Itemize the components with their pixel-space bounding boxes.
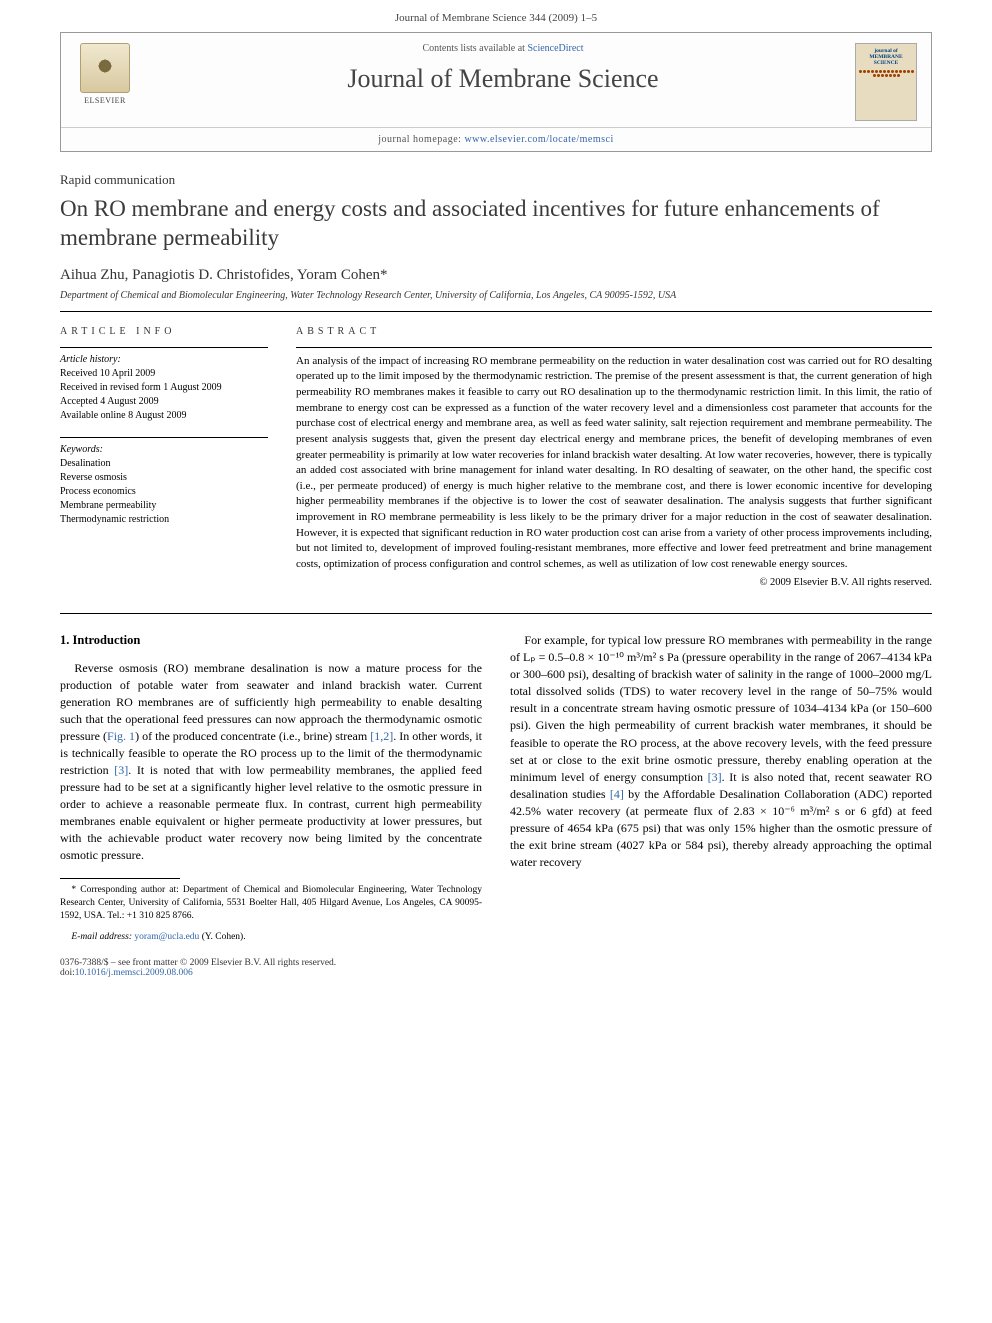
keyword: Process economics [60,485,268,499]
keyword: Reverse osmosis [60,471,268,485]
article-info-block: ARTICLE INFO Article history: Received 1… [60,326,268,591]
history-line: Available online 8 August 2009 [60,409,268,423]
publisher-logo: ELSEVIER [75,43,135,111]
footnote-block: * Corresponding author at: Department of… [60,878,482,943]
body-two-column: 1. Introduction Reverse osmosis (RO) mem… [60,632,932,943]
contents-prefix: Contents lists available at [422,43,527,54]
abstract-copyright: © 2009 Elsevier B.V. All rights reserved… [296,576,932,591]
article-content: Rapid communication On RO membrane and e… [0,172,992,944]
article-info-heading: ARTICLE INFO [60,326,268,337]
page-citation-header: Journal of Membrane Science 344 (2009) 1… [0,0,992,32]
reference-link[interactable]: [3] [114,763,128,777]
citation-text: Journal of Membrane Science 344 (2009) 1… [395,12,597,24]
body-paragraph: For example, for typical low pressure RO… [510,632,932,870]
keyword: Membrane permeability [60,499,268,513]
article-title: On RO membrane and energy costs and asso… [60,194,932,253]
abstract-text: An analysis of the impact of increasing … [296,347,932,591]
history-label: Article history: [60,354,268,365]
keyword: Thermodynamic restriction [60,513,268,527]
email-footnote: E-mail address: yoram@ucla.edu (Y. Cohen… [60,931,482,944]
divider [60,613,932,614]
abstract-block: ABSTRACT An analysis of the impact of in… [296,326,932,591]
page-footer: 0376-7388/$ – see front matter © 2009 El… [0,958,992,992]
keyword: Desalination [60,457,268,471]
divider [60,311,932,312]
journal-cover-thumbnail: journal of MEMBRANE SCIENCE [855,43,917,121]
journal-banner: ELSEVIER Contents lists available at Sci… [60,32,932,152]
journal-name: Journal of Membrane Science [151,64,855,94]
section-heading: 1. Introduction [60,632,482,650]
cover-dots-icon [858,70,914,77]
footer-copyright: 0376-7388/$ – see front matter © 2009 El… [60,958,932,968]
email-link[interactable]: yoram@ucla.edu [134,932,199,942]
history-line: Received 10 April 2009 [60,367,268,381]
keywords-label: Keywords: [60,444,268,455]
reference-link[interactable]: [4] [610,787,624,801]
footer-doi: doi:10.1016/j.memsci.2009.08.006 [60,968,932,978]
info-abstract-row: ARTICLE INFO Article history: Received 1… [60,326,932,591]
body-paragraph: Reverse osmosis (RO) membrane desalinati… [60,660,482,864]
reference-link[interactable]: [1,2] [370,729,393,743]
journal-center: Contents lists available at ScienceDirec… [151,43,855,102]
history-line: Received in revised form 1 August 2009 [60,381,268,395]
abstract-heading: ABSTRACT [296,326,932,337]
elsevier-tree-icon [80,43,130,93]
footnote-rule [60,878,180,879]
doi-link[interactable]: 10.1016/j.memsci.2009.08.006 [75,968,193,978]
homepage-prefix: journal homepage: [378,134,464,145]
journal-banner-top: ELSEVIER Contents lists available at Sci… [61,33,931,127]
publisher-name: ELSEVIER [84,96,126,105]
article-authors: Aihua Zhu, Panagiotis D. Christofides, Y… [60,267,932,284]
contents-available-line: Contents lists available at ScienceDirec… [151,43,855,54]
journal-homepage-link[interactable]: www.elsevier.com/locate/memsci [464,134,613,145]
email-label: E-mail address: [71,932,134,942]
corresponding-author-footnote: * Corresponding author at: Department of… [60,884,482,922]
sciencedirect-link[interactable]: ScienceDirect [527,43,583,54]
figure-link[interactable]: Fig. 1 [107,729,135,743]
abstract-body: An analysis of the impact of increasing … [296,355,932,570]
cover-title: journal of MEMBRANE SCIENCE [858,48,914,66]
journal-homepage-line: journal homepage: www.elsevier.com/locat… [61,127,931,151]
article-type: Rapid communication [60,172,932,188]
reference-link[interactable]: [3] [708,770,722,784]
history-line: Accepted 4 August 2009 [60,395,268,409]
article-history-block: Article history: Received 10 April 2009 … [60,347,268,423]
article-affiliation: Department of Chemical and Biomolecular … [60,290,932,301]
email-suffix: (Y. Cohen). [199,932,245,942]
keywords-block: Keywords: Desalination Reverse osmosis P… [60,437,268,527]
